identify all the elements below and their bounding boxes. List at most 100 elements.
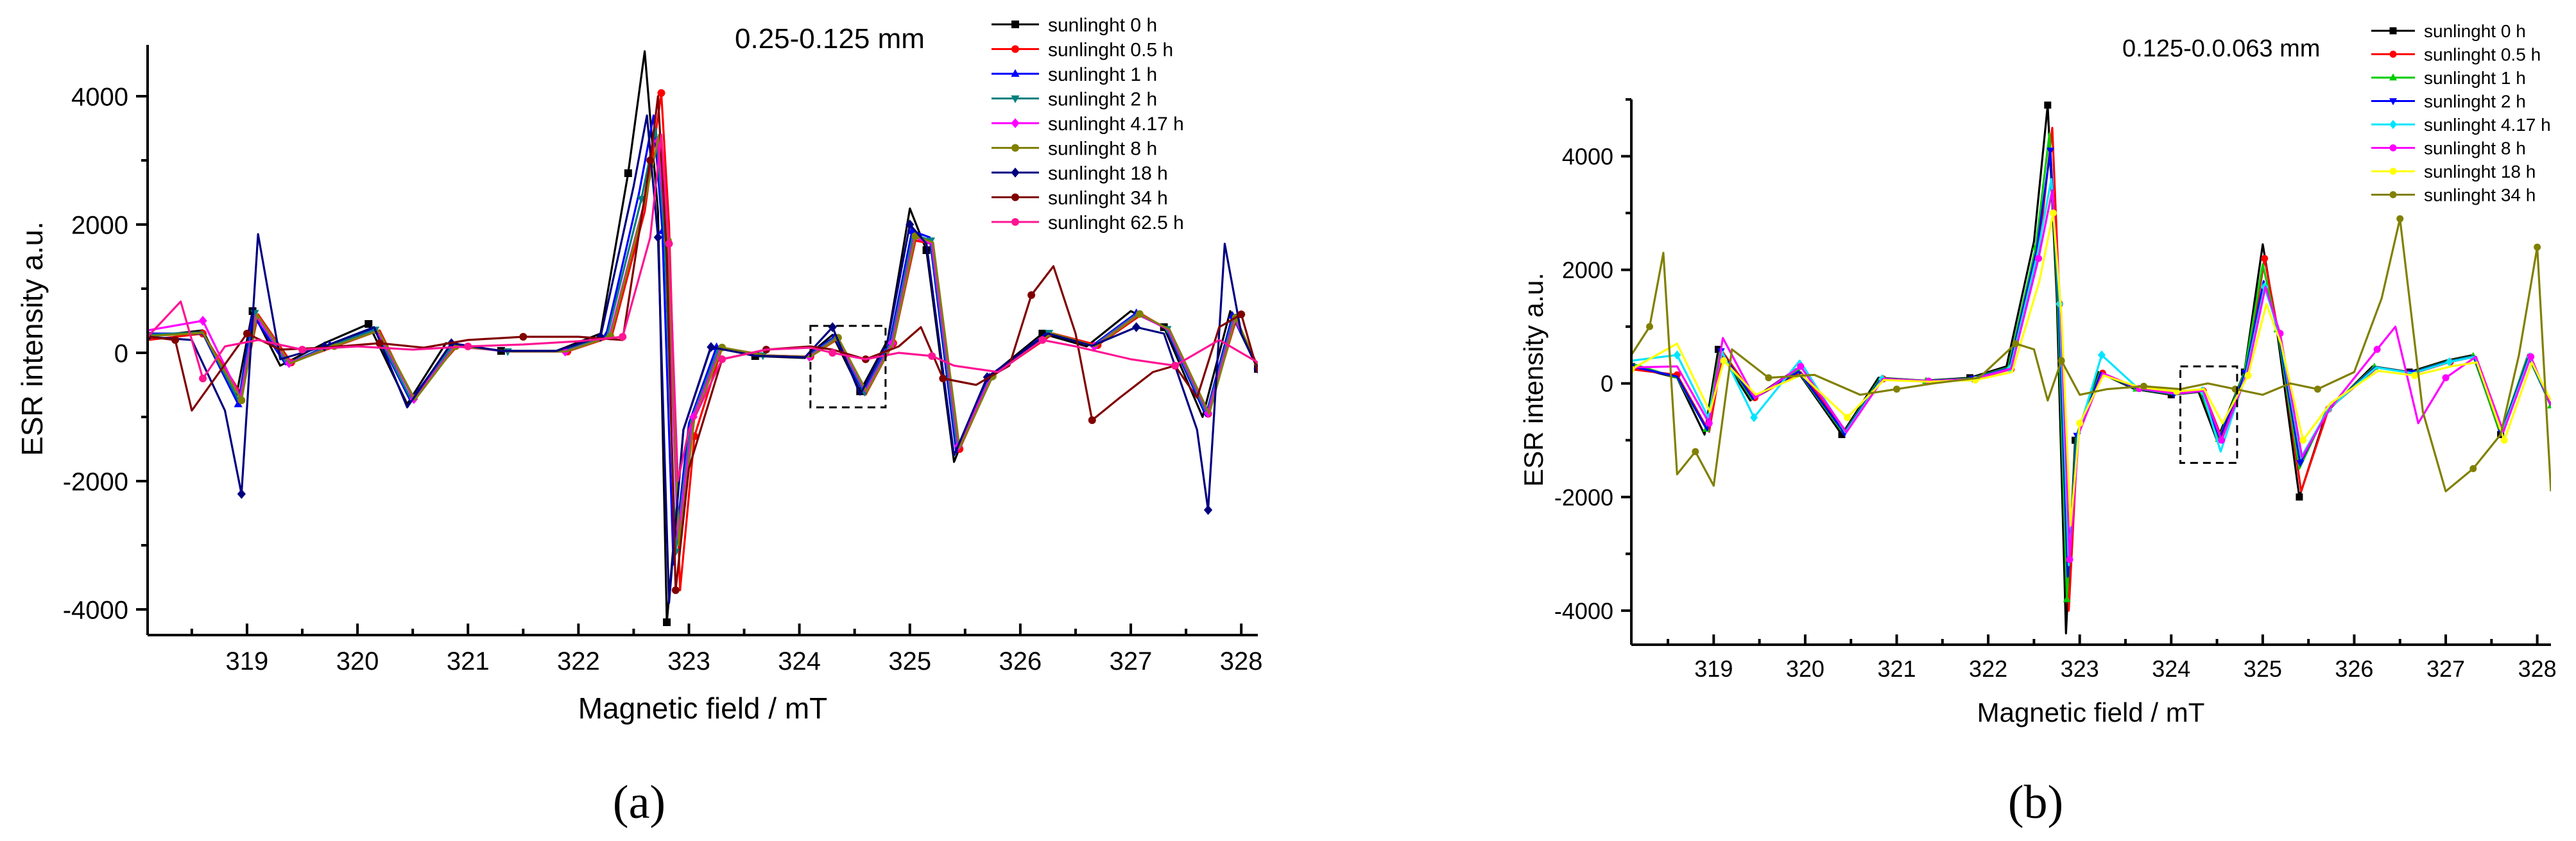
series-marker xyxy=(2044,101,2052,109)
series-marker xyxy=(320,341,329,352)
highlight-box xyxy=(2179,365,2238,464)
legend-label: sunlinght 1 h xyxy=(2424,68,2526,88)
series-marker xyxy=(237,396,246,404)
x-axis-ticks: 319 320 321 322 323 324 325 326 327 328 xyxy=(1667,634,2557,682)
series-marker xyxy=(243,330,251,337)
series-marker xyxy=(171,336,180,344)
x-tick-label: 319 xyxy=(226,647,269,675)
legend-label: sunlinght 4.17 h xyxy=(2424,115,2551,135)
legend-entry: sunlinght 0.5 h xyxy=(2371,45,2541,65)
legend-entry: sunlinght 18 h xyxy=(992,163,1168,184)
series-marker xyxy=(1646,323,1654,330)
series-marker xyxy=(1237,310,1246,318)
series-marker xyxy=(1132,322,1141,332)
legend-swatch-marker xyxy=(1011,193,1019,201)
legend-entry: sunlinght 4.17 h xyxy=(992,114,1184,135)
series-marker xyxy=(1750,412,1758,422)
legend-label: sunlinght 8 h xyxy=(2424,139,2526,158)
legend-label: sunlinght 34 h xyxy=(2424,185,2536,205)
legend-entry: sunlinght 4.17 h xyxy=(2371,115,2551,135)
series-marker xyxy=(2411,371,2419,379)
legend-entry: sunlinght 1 h xyxy=(992,64,1157,85)
series-marker xyxy=(707,342,716,352)
y-tick-label: -2000 xyxy=(63,468,128,496)
series-marker xyxy=(928,352,936,360)
legend-entry: sunlinght 0 h xyxy=(992,15,1157,36)
series-marker xyxy=(1844,414,1851,421)
series-line xyxy=(1631,217,2551,493)
x-tick-label: 321 xyxy=(447,647,490,675)
y-tick-label: 0 xyxy=(114,339,128,368)
series-marker xyxy=(2012,340,2020,348)
series-marker xyxy=(2373,346,2381,353)
series-marker xyxy=(619,333,627,341)
y-tick-label: 4000 xyxy=(71,83,128,111)
series-marker xyxy=(828,322,837,332)
legend-label: sunlinght 4.17 h xyxy=(1048,114,1184,135)
y-axis-ticks: -4000 -2000 0 2000 4000 xyxy=(1554,98,1631,624)
series-marker xyxy=(2066,556,2074,563)
legend-label: sunlinght 18 h xyxy=(2424,162,2536,182)
y-tick-label: -4000 xyxy=(63,596,128,624)
series-marker xyxy=(198,316,207,326)
series-marker xyxy=(596,332,605,342)
series-marker xyxy=(2396,215,2404,223)
x-axis-label: Magnetic field / mT xyxy=(1977,697,2205,727)
series-marker xyxy=(1838,430,1846,438)
series-marker xyxy=(2261,255,2269,262)
series-line xyxy=(1631,149,2551,578)
series-marker xyxy=(829,349,837,357)
x-axis-label: Magnetic field / mT xyxy=(578,692,828,725)
series-marker xyxy=(2049,209,2057,217)
series-marker xyxy=(1027,291,1036,299)
x-tick-label: 326 xyxy=(2335,656,2373,682)
legend-swatch-marker xyxy=(2389,98,2398,106)
series-marker xyxy=(646,157,655,164)
legend-swatch-marker xyxy=(1011,167,1020,178)
legend-label: sunlinght 8 h xyxy=(1048,138,1157,159)
series-line xyxy=(1631,132,2551,600)
legend-entry: sunlinght 18 h xyxy=(2371,162,2536,182)
series-marker xyxy=(1171,362,1179,370)
panel-label: (a) xyxy=(613,776,665,829)
series-marker xyxy=(2314,386,2321,393)
series-marker xyxy=(2046,148,2055,155)
series-group xyxy=(1631,101,2551,634)
series-marker xyxy=(1135,310,1144,318)
panel-label: (b) xyxy=(2008,776,2063,829)
series-marker xyxy=(907,226,916,234)
series-line xyxy=(1631,212,2551,527)
series-marker xyxy=(2469,465,2477,473)
series-marker xyxy=(657,89,665,97)
series-marker xyxy=(2097,350,2106,360)
legend-swatch-marker xyxy=(2389,191,2397,198)
y-tick-label: 4000 xyxy=(1562,144,1613,170)
series-line xyxy=(148,133,1258,482)
x-tick-label: 325 xyxy=(888,647,931,675)
legend-label: sunlinght 0 h xyxy=(2424,21,2526,41)
series-marker xyxy=(519,333,528,341)
series-marker xyxy=(1692,448,1699,455)
legend-label: sunlinght 0.5 h xyxy=(1048,39,1173,60)
x-tick-label: 324 xyxy=(2152,656,2190,682)
legend-label: sunlinght 1 h xyxy=(1048,64,1157,85)
series-marker xyxy=(2445,357,2453,367)
x-tick-label: 323 xyxy=(667,647,710,675)
y-tick-label: -4000 xyxy=(1554,598,1613,624)
series-marker xyxy=(906,219,914,230)
highlight-box xyxy=(809,325,887,409)
legend-swatch-marker xyxy=(2389,144,2397,151)
series-marker xyxy=(464,343,472,350)
y-tick-label: 0 xyxy=(1601,371,1613,397)
legend-entry: sunlinght 2 h xyxy=(2371,92,2526,112)
series-marker xyxy=(718,355,726,363)
series-marker xyxy=(689,412,698,422)
series-marker xyxy=(237,489,246,499)
legend-entry: sunlinght 0 h xyxy=(2371,21,2526,41)
x-tick-label: 320 xyxy=(1786,656,1825,682)
series-marker xyxy=(1765,374,1773,382)
series-group xyxy=(148,50,1258,626)
legend-entry: sunlinght 2 h xyxy=(992,89,1157,110)
series-marker xyxy=(2244,371,2252,379)
series-line xyxy=(1631,104,2551,634)
